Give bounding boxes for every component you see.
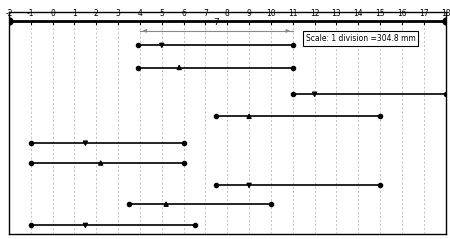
- Text: 16: 16: [397, 9, 407, 18]
- Text: 13: 13: [332, 9, 341, 18]
- Text: 9: 9: [247, 9, 252, 18]
- Text: 7: 7: [213, 18, 219, 27]
- Text: 7: 7: [203, 9, 208, 18]
- Text: 8: 8: [225, 9, 230, 18]
- Text: 6: 6: [181, 9, 186, 18]
- Text: 18: 18: [441, 9, 450, 18]
- Text: 3: 3: [116, 9, 121, 18]
- Text: 2: 2: [94, 9, 99, 18]
- Text: 14: 14: [353, 9, 363, 18]
- Text: 5: 5: [159, 9, 164, 18]
- Text: 0: 0: [50, 9, 55, 18]
- Text: 10: 10: [266, 9, 276, 18]
- Text: 1: 1: [72, 9, 77, 18]
- Text: -1: -1: [27, 9, 35, 18]
- Text: Scale: 1 division =304.8 mm: Scale: 1 division =304.8 mm: [306, 34, 415, 43]
- Text: -2: -2: [5, 9, 13, 18]
- Text: 11: 11: [288, 9, 297, 18]
- Text: 4: 4: [138, 9, 142, 18]
- Text: 12: 12: [310, 9, 320, 18]
- Text: 17: 17: [419, 9, 428, 18]
- Text: 15: 15: [375, 9, 385, 18]
